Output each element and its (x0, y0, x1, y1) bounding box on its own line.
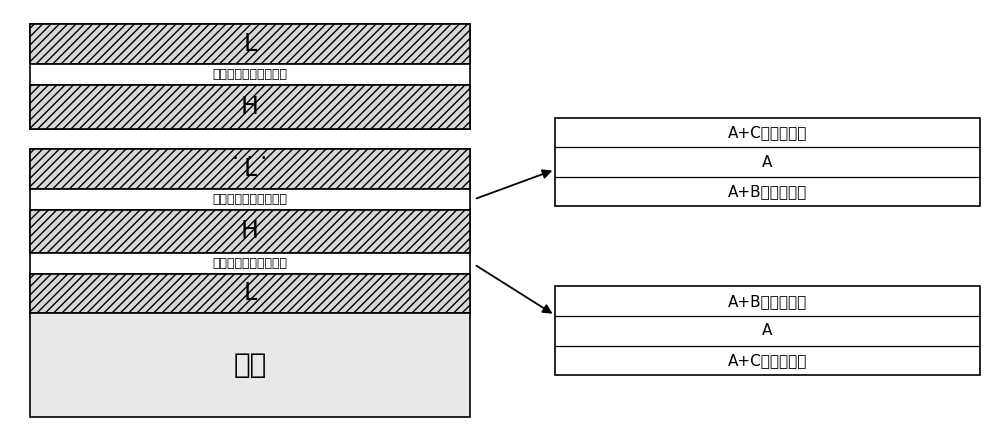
Text: A+C渐变材料层: A+C渐变材料层 (728, 125, 807, 140)
Text: A: A (762, 155, 773, 170)
Text: A: A (762, 323, 773, 338)
Bar (555, 286, 980, 375)
Bar (30, 24, 470, 64)
Text: H: H (241, 219, 259, 243)
Text: 类三明治结构过渡界面: 类三明治结构过渡界面 (212, 257, 288, 270)
Text: . . .: . . . (232, 143, 268, 163)
Text: A+C渐变材料层: A+C渐变材料层 (728, 353, 807, 368)
Bar (30, 85, 470, 129)
Bar (30, 85, 470, 129)
Text: L: L (243, 157, 257, 181)
Bar (30, 253, 470, 274)
Bar (30, 210, 470, 253)
Text: 类三明治结构过渡界面: 类三明治结构过渡界面 (212, 68, 288, 81)
Bar (30, 24, 470, 64)
Bar (30, 313, 470, 417)
Text: A+B渐变材料层: A+B渐变材料层 (728, 293, 807, 309)
Bar (30, 149, 470, 189)
Text: 基底: 基底 (233, 351, 267, 379)
Text: H: H (241, 95, 259, 119)
Bar (30, 149, 470, 189)
Text: A+B渐变材料层: A+B渐变材料层 (728, 184, 807, 199)
Text: 类三明治结构过渡界面: 类三明治结构过渡界面 (212, 193, 288, 206)
Text: L: L (243, 281, 257, 305)
Bar (30, 274, 470, 313)
Bar (30, 274, 470, 313)
Bar (30, 189, 470, 210)
Bar (30, 210, 470, 253)
Bar (30, 64, 470, 85)
Text: L: L (243, 32, 257, 56)
Bar (555, 118, 980, 206)
